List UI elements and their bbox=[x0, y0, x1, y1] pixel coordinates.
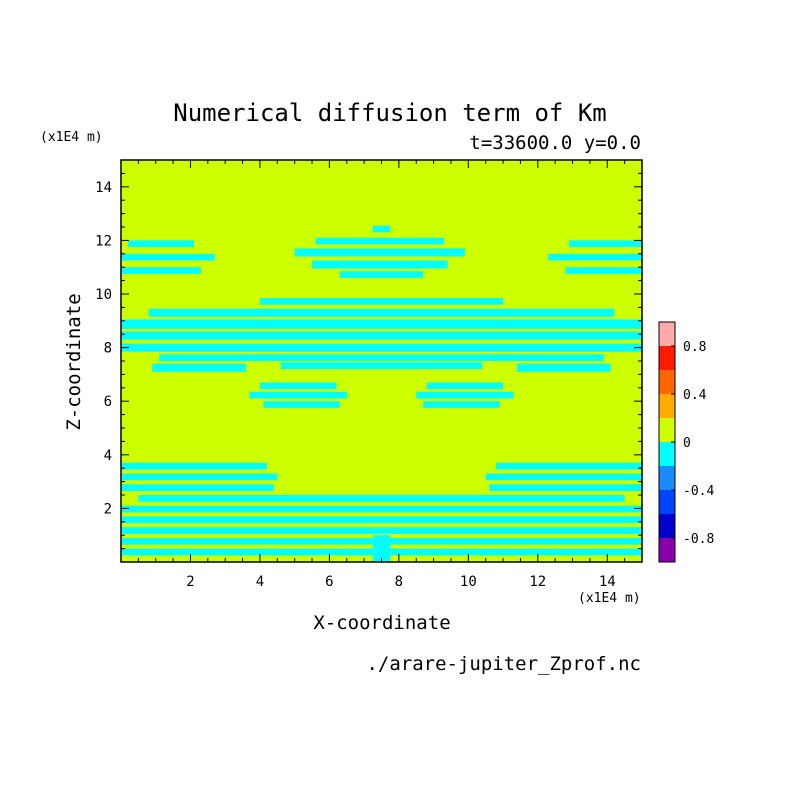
axes: 2 4 6 8 10 12 14 2 4 6 8 10 12 14 bbox=[95, 159, 643, 590]
y-axis-label: Z-coordinate bbox=[63, 293, 85, 430]
x-tick-label: 14 bbox=[599, 574, 616, 590]
field-negative-region bbox=[127, 240, 194, 248]
y-unit-label: (x1E4 m) bbox=[40, 130, 103, 145]
colorbar: -0.8 -0.4 0 0.4 0.8 bbox=[658, 321, 714, 563]
colorbar-level bbox=[659, 346, 675, 370]
x-tick-label: 4 bbox=[256, 574, 264, 590]
colorbar-level bbox=[659, 322, 675, 346]
field-negative-region bbox=[121, 527, 642, 534]
colorbar-level bbox=[659, 442, 675, 466]
colorbar-tick-label: 0.4 bbox=[683, 388, 707, 403]
colorbar-level bbox=[659, 370, 675, 394]
field-negative-region bbox=[249, 391, 347, 399]
field-negative-region bbox=[496, 462, 642, 470]
y-tick-label: 8 bbox=[104, 341, 112, 357]
field-negative-region bbox=[372, 225, 391, 233]
field-negative-region bbox=[121, 267, 201, 274]
field-negative-region bbox=[569, 240, 642, 248]
x-unit-label: (x1E4 m) bbox=[578, 591, 641, 606]
colorbar-level bbox=[659, 514, 675, 538]
field-negative-region bbox=[339, 271, 424, 278]
field-negative-region bbox=[548, 253, 642, 261]
field-negative-region bbox=[121, 343, 642, 352]
field-negative-region bbox=[312, 260, 448, 269]
x-axis-label: X-coordinate bbox=[313, 612, 450, 634]
y-tick-label: 10 bbox=[95, 287, 112, 303]
x-tick-label: 12 bbox=[529, 574, 546, 590]
plot-area bbox=[121, 160, 642, 562]
field-negative-region bbox=[121, 319, 642, 329]
field-negative-region bbox=[138, 495, 625, 502]
field-negative-region bbox=[516, 363, 611, 372]
colorbar-tick-label: -0.8 bbox=[683, 532, 714, 547]
field-negative-region bbox=[121, 253, 215, 261]
field-negative-region bbox=[423, 401, 500, 408]
field-negative-region bbox=[121, 473, 278, 481]
colorbar-tick-label: -0.4 bbox=[683, 484, 714, 499]
field-negative-region bbox=[489, 484, 642, 491]
field-negative-region bbox=[280, 362, 483, 370]
field-negative-region bbox=[485, 473, 642, 481]
field-negative-region bbox=[259, 298, 504, 305]
field-negative-region bbox=[121, 484, 274, 491]
field-negative-region bbox=[159, 354, 604, 361]
field-negative-region bbox=[426, 382, 504, 390]
colorbar-level bbox=[659, 418, 675, 442]
field-negative-region bbox=[121, 331, 642, 340]
field-negative-region bbox=[152, 363, 247, 372]
x-tick-label: 10 bbox=[460, 574, 477, 590]
field-negative-region bbox=[315, 237, 445, 245]
y-tick-label: 14 bbox=[95, 180, 112, 196]
x-tick-label: 6 bbox=[325, 574, 333, 590]
field-negative-region bbox=[565, 267, 642, 274]
colorbar-level bbox=[659, 538, 675, 562]
field-negative-region bbox=[148, 308, 615, 317]
y-tick-label: 2 bbox=[104, 501, 112, 517]
chart-title: Numerical diffusion term of Km bbox=[173, 99, 606, 127]
field-negative-region bbox=[259, 382, 337, 390]
y-tick-label: 6 bbox=[104, 394, 112, 410]
field-negative-region bbox=[263, 401, 340, 408]
colorbar-tick-label: 0 bbox=[683, 436, 691, 451]
field-negative-region bbox=[372, 535, 391, 562]
field-negative-region bbox=[121, 516, 642, 524]
field-negative-region bbox=[121, 505, 642, 513]
colorbar-level bbox=[659, 394, 675, 418]
colorbar-level bbox=[659, 466, 675, 490]
field-negative-region bbox=[121, 462, 267, 470]
source-file-label: ./arare-jupiter_Zprof.nc bbox=[366, 653, 641, 675]
y-tick-label: 4 bbox=[104, 448, 112, 464]
colorbar-level bbox=[659, 490, 675, 514]
field-negative-region bbox=[294, 248, 465, 257]
x-tick-label: 2 bbox=[186, 574, 194, 590]
field-negative-region bbox=[416, 391, 514, 399]
chart-subtitle: t=33600.0 y=0.0 bbox=[469, 132, 641, 154]
x-tick-label: 8 bbox=[395, 574, 403, 590]
y-tick-label: 12 bbox=[95, 233, 112, 249]
colorbar-tick-label: 0.8 bbox=[683, 340, 706, 355]
